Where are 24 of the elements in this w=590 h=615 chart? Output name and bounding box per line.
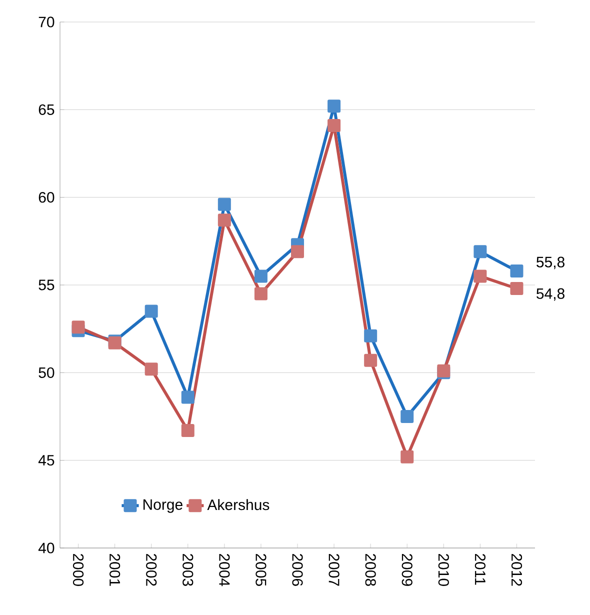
x-tick-label: 2005 [256, 554, 266, 586]
y-tick-label: 55 [38, 280, 54, 290]
y-tick-label: 50 [38, 367, 54, 378]
x-tick-label: 2003 [182, 554, 194, 586]
x-tick-label: 2007 [328, 554, 340, 586]
x-tick-label: 2004 [219, 554, 230, 586]
y-tick-label: 40 [38, 542, 54, 554]
x-tick-label: 2001 [110, 554, 120, 586]
x-tick-label: 2012 [511, 554, 522, 586]
legend-label: Akershus [207, 499, 270, 510]
y-tick-label: 45 [38, 455, 54, 466]
x-tick-label: 2002 [146, 554, 157, 586]
x-tick-label: 2008 [365, 554, 376, 586]
x-tick-label: 2000 [72, 554, 84, 586]
legend-label: Norge [143, 499, 182, 513]
x-tick-label: 2006 [292, 554, 303, 586]
data-label: 55,8 [536, 256, 564, 270]
y-tick-label: 70 [38, 16, 54, 28]
x-tick-label: 2009 [402, 554, 412, 586]
x-tick-label: 2011 [474, 554, 486, 585]
y-tick-label: 65 [38, 104, 54, 115]
y-tick-label: 60 [38, 192, 54, 203]
data-label: 54,8 [536, 288, 564, 301]
x-tick-label: 2010 [438, 554, 449, 586]
